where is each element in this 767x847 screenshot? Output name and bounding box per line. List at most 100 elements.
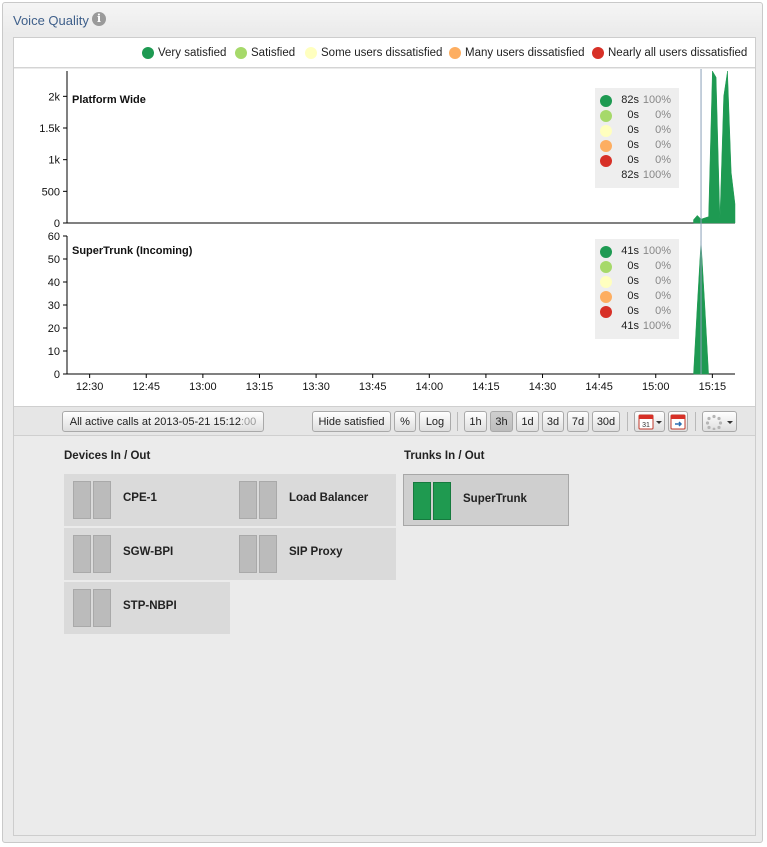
- y-tick-label: 2k: [48, 91, 60, 103]
- chart-title-platform: Platform Wide: [72, 94, 146, 106]
- nearly-all-dissatisfied-dot: [592, 47, 604, 59]
- x-tick-label: 12:45: [132, 381, 160, 393]
- device-icon: [239, 481, 277, 519]
- x-tick-label: 13:15: [246, 381, 274, 393]
- trunks-title: Trunks In / Out: [404, 450, 485, 462]
- device-tile-load-balancer[interactable]: Load Balancer: [230, 474, 396, 526]
- range-1h-button[interactable]: 1h: [464, 411, 487, 432]
- device-icon: [239, 535, 277, 573]
- active-calls-seconds: :00: [240, 415, 257, 428]
- calendar-dropdown-button[interactable]: 31: [634, 411, 665, 432]
- stat-total-row: 41s 100%: [595, 320, 679, 335]
- y-tick-label: 500: [42, 186, 60, 198]
- device-tile-cpe-1[interactable]: CPE-1: [64, 474, 230, 526]
- stat-row: 82s 100%: [595, 94, 679, 109]
- hide-satisfied-button[interactable]: Hide satisfied: [312, 411, 391, 432]
- charts-area[interactable]: 0 500 1k 1.5k 2k 0 10 20 30 40 50 60 12:30 12:45 13:00…: [14, 69, 755, 406]
- device-label: SGW-BPI: [123, 546, 174, 558]
- device-icon: [73, 535, 111, 573]
- stat-percent: 0%: [655, 139, 671, 151]
- y-tick-label: 0: [54, 369, 60, 381]
- trunk-icon: [413, 482, 451, 520]
- stat-value: 0s: [627, 260, 639, 272]
- settings-dropdown-button[interactable]: [702, 411, 737, 432]
- legend-item-some-dissatisfied[interactable]: Some users dissatisfied: [305, 46, 442, 60]
- very-satisfied-dot: [600, 246, 612, 258]
- x-tick-label: 13:30: [302, 381, 330, 393]
- range-3d-button[interactable]: 3d: [542, 411, 564, 432]
- range-30d-button[interactable]: 30d: [592, 411, 620, 432]
- trunk-tile-supertrunk[interactable]: SuperTrunk: [403, 474, 569, 526]
- chart-toolbar: All active calls at 2013-05-21 15:12:00 …: [14, 406, 755, 436]
- device-label: Load Balancer: [289, 492, 369, 504]
- range-3h-button[interactable]: 3h: [490, 411, 513, 432]
- device-label: SIP Proxy: [289, 546, 343, 558]
- stat-row: 0s 0%: [595, 275, 679, 290]
- stat-value: 0s: [627, 290, 639, 302]
- percent-toggle-button[interactable]: %: [394, 411, 416, 432]
- x-tick-label: 13:45: [359, 381, 387, 393]
- stat-percent: 0%: [655, 260, 671, 272]
- device-label: STP-NBPI: [123, 600, 177, 612]
- many-dissatisfied-dot: [600, 140, 612, 152]
- stat-total-value: 41s: [621, 320, 639, 332]
- chevron-down-icon: [726, 420, 733, 424]
- device-tile-stp-nbpi[interactable]: STP-NBPI: [64, 582, 230, 634]
- y-tick-label: 20: [48, 323, 60, 335]
- calendar-export-icon: [670, 414, 686, 429]
- panel-body: Very satisfied Satisfied Some users diss…: [13, 37, 756, 836]
- device-tile-sgw-bpi[interactable]: SGW-BPI: [64, 528, 230, 580]
- stat-row: 0s 0%: [595, 124, 679, 139]
- log-scale-button[interactable]: Log: [419, 411, 451, 432]
- toolbar-divider: [457, 412, 458, 431]
- stat-value: 0s: [627, 305, 639, 317]
- x-tick-label: 15:00: [642, 381, 670, 393]
- active-calls-button[interactable]: All active calls at 2013-05-21 15:12:00: [62, 411, 264, 432]
- legend-item-very-satisfied[interactable]: Very satisfied: [142, 46, 226, 60]
- legend-item-nearly-all-dissatisfied[interactable]: Nearly all users dissatisfied: [592, 46, 747, 60]
- stat-percent: 0%: [655, 305, 671, 317]
- chart-title-supertrunk: SuperTrunk (Incoming): [72, 245, 193, 257]
- y-tick-label: 1.5k: [39, 123, 60, 135]
- y-tick-label: 50: [48, 254, 60, 266]
- stat-value: 41s: [621, 245, 639, 257]
- stat-value: 0s: [627, 124, 639, 136]
- y-tick-label: 1k: [48, 155, 60, 167]
- stat-total-percent: 100%: [642, 320, 671, 332]
- nearly-all-dissatisfied-dot: [600, 155, 612, 167]
- quality-charts-svg[interactable]: 0 500 1k 1.5k 2k 0 10 20 30 40 50 60 12:30 12:45 13:00…: [14, 69, 755, 406]
- y-tick-label: 0: [54, 218, 60, 230]
- stat-value: 0s: [627, 154, 639, 166]
- devices-title: Devices In / Out: [64, 450, 151, 462]
- stat-row: 0s 0%: [595, 305, 679, 320]
- some-dissatisfied-dot: [600, 125, 612, 137]
- stat-row: 0s 0%: [595, 139, 679, 154]
- toolbar-divider: [695, 412, 696, 431]
- range-1d-button[interactable]: 1d: [516, 411, 539, 432]
- chevron-down-icon: [655, 420, 662, 424]
- device-tile-sip-proxy[interactable]: SIP Proxy: [230, 528, 396, 580]
- legend-item-many-dissatisfied[interactable]: Many users dissatisfied: [449, 46, 585, 60]
- calendar-export-button[interactable]: [668, 411, 688, 432]
- stat-row: 0s 0%: [595, 260, 679, 275]
- legend-item-satisfied[interactable]: Satisfied: [235, 46, 295, 60]
- range-7d-button[interactable]: 7d: [567, 411, 589, 432]
- legend-label: Nearly all users dissatisfied: [608, 47, 748, 59]
- stat-row: 0s 0%: [595, 154, 679, 169]
- y-tick-label: 60: [48, 231, 60, 243]
- stat-percent: 100%: [642, 94, 671, 106]
- stat-total-row: 82s 100%: [595, 169, 679, 184]
- legend-label: Many users dissatisfied: [465, 47, 585, 59]
- stat-total-percent: 100%: [642, 169, 671, 181]
- y-tick-label: 40: [48, 277, 60, 289]
- very-satisfied-dot: [600, 95, 612, 107]
- info-icon[interactable]: i: [92, 12, 106, 26]
- satisfied-dot: [235, 47, 247, 59]
- stat-row: 0s 0%: [595, 290, 679, 305]
- active-calls-label: All active calls at 2013-05-21 15:12: [69, 415, 241, 428]
- stat-percent: 100%: [642, 245, 671, 257]
- legend: Very satisfied Satisfied Some users diss…: [14, 38, 755, 68]
- x-tick-label: 14:15: [472, 381, 500, 393]
- satisfied-dot: [600, 261, 612, 273]
